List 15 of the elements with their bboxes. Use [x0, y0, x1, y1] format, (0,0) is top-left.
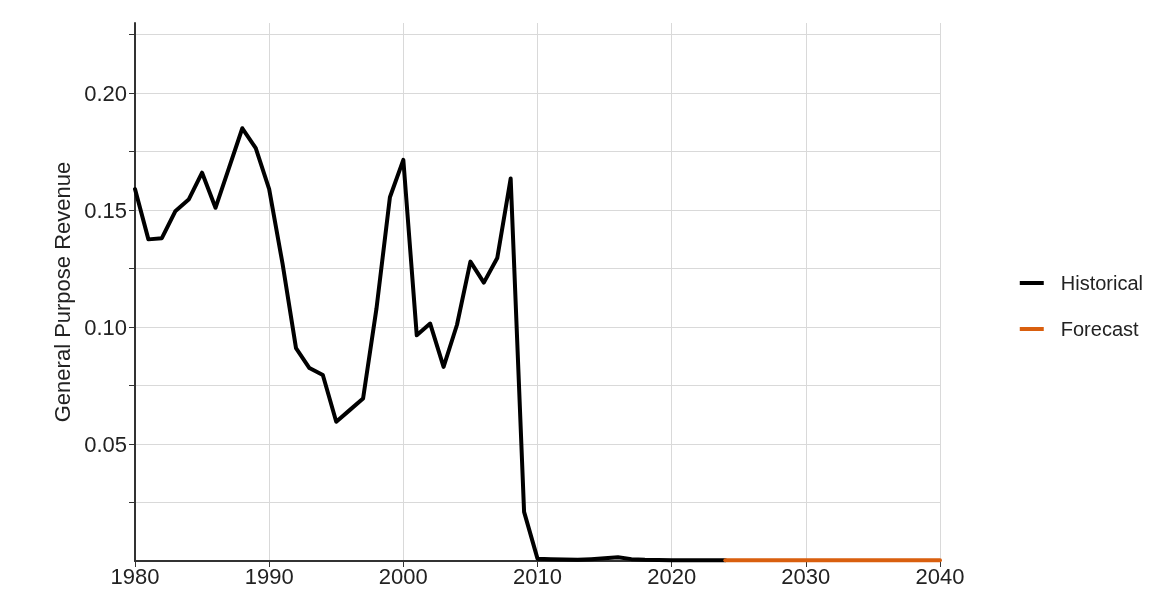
x-tick-label: 2040	[915, 563, 965, 589]
y-tick-label: 0.15	[84, 197, 127, 223]
x-tick-label: 2010	[513, 563, 562, 589]
line-series	[133, 126, 728, 563]
y-tick-label: 0.10	[84, 314, 127, 340]
legend-label: Historical	[1060, 272, 1144, 294]
x-tick-label: 2030	[781, 563, 831, 589]
y-tick-label: 0.05	[84, 431, 127, 457]
x-tick-label: 1990	[244, 563, 294, 589]
x-tick-label: 2000	[378, 563, 428, 589]
x-tick-label: 2020	[647, 563, 697, 589]
x-tick-label: 1980	[110, 563, 160, 589]
legend-label: Forecast	[1060, 318, 1140, 340]
y-axis-title: General Purpose Revenue	[49, 161, 75, 423]
y-tick-label: 0.20	[84, 80, 127, 106]
